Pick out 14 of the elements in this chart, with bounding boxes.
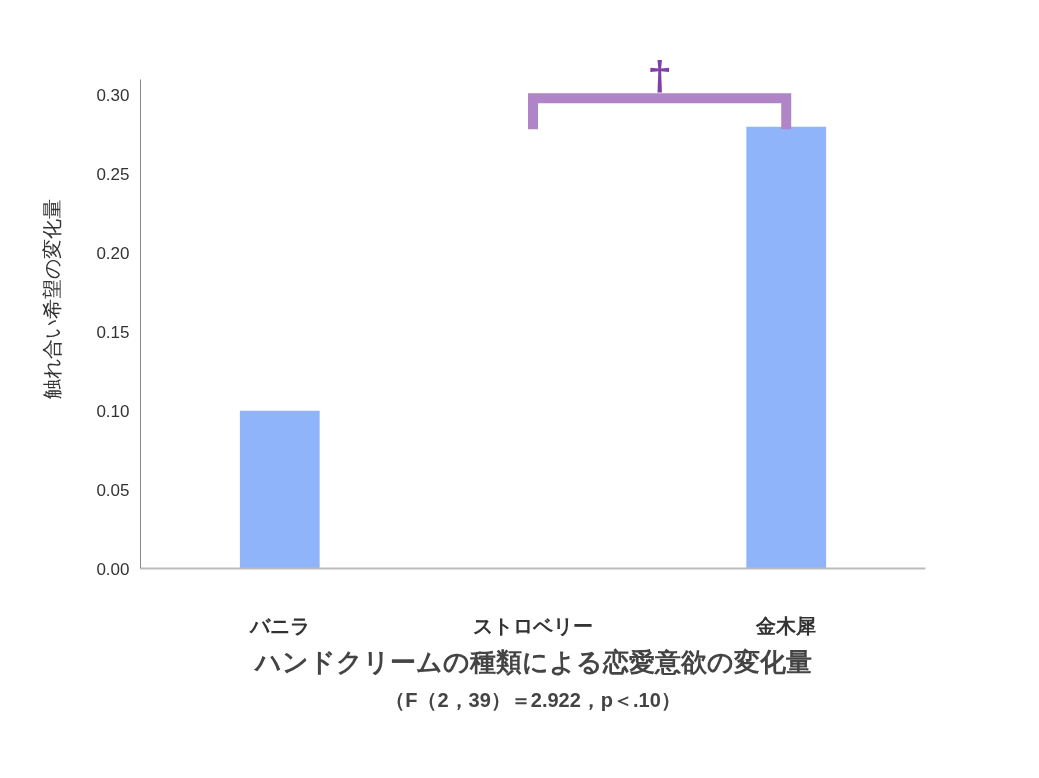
x-tick-label: 金木犀: [755, 614, 817, 637]
y-axis-title: 触れ合い希望の変化量: [41, 199, 64, 400]
y-tick-label: 0.10: [96, 401, 130, 421]
y-tick-label: 0.30: [96, 86, 130, 106]
annotation: †: [649, 51, 671, 99]
y-tick-label: 0.00: [96, 559, 130, 579]
x-tick-label: バニラ: [248, 614, 310, 637]
x-tick-label: ストロベリー: [473, 614, 593, 637]
y-tick-label: 0.05: [96, 480, 130, 500]
y-tick-label: 0.20: [96, 243, 130, 263]
text: （F（2，39）＝2.922，p＜.10）: [385, 688, 681, 711]
text: ハンドクリームの種類による恋愛意欲の変化量: [252, 646, 812, 677]
y-tick-label: 0.15: [96, 322, 130, 342]
y-tick-label: 0.25: [96, 165, 130, 185]
